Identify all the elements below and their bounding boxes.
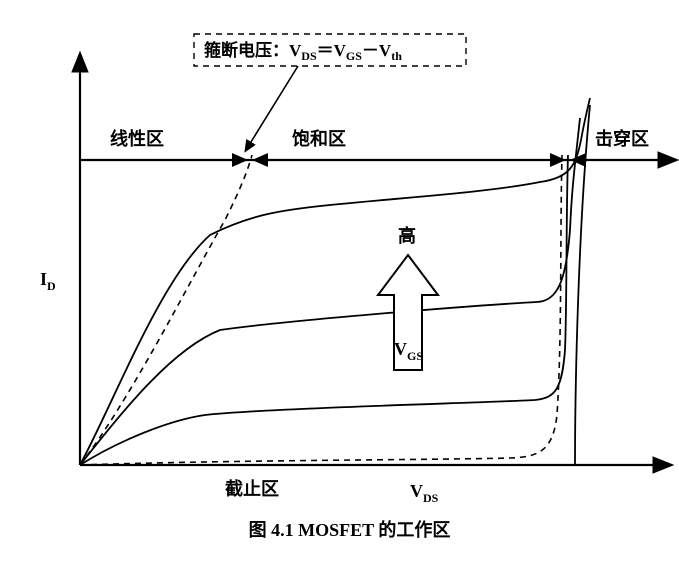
chart-svg: 线性区 饱和区 击穿区 截止区 高 ID VDS VGS 箍断电压：VDS＝VG… xyxy=(10,10,679,510)
figure-caption: 图 4.1 MOSFET 的工作区 xyxy=(10,516,679,542)
iv-curve-mid-vgs xyxy=(80,118,580,465)
linear-region-label: 线性区 xyxy=(110,128,164,149)
pinchoff-callout-text: 箍断电压：VDS＝VGS－Vth xyxy=(204,40,402,63)
cutoff-region-label: 截止区 xyxy=(225,478,279,499)
saturation-region-label: 饱和区 xyxy=(292,128,346,149)
cutoff-breakdown-dashed xyxy=(80,155,562,465)
y-axis-label: ID xyxy=(40,269,56,293)
mosfet-regions-figure: 线性区 饱和区 击穿区 截止区 高 ID VDS VGS 箍断电压：VDS＝VG… xyxy=(10,10,679,551)
iv-curve-low-vgs xyxy=(80,155,568,465)
breakdown-region-label: 击穿区 xyxy=(595,128,649,149)
pinchoff-boundary-dashed xyxy=(80,155,252,465)
x-axis-label: VDS xyxy=(410,481,439,505)
iv-curve-high-vgs xyxy=(80,98,590,465)
high-label: 高 xyxy=(398,225,416,246)
pinchoff-callout-arrow xyxy=(246,66,298,150)
